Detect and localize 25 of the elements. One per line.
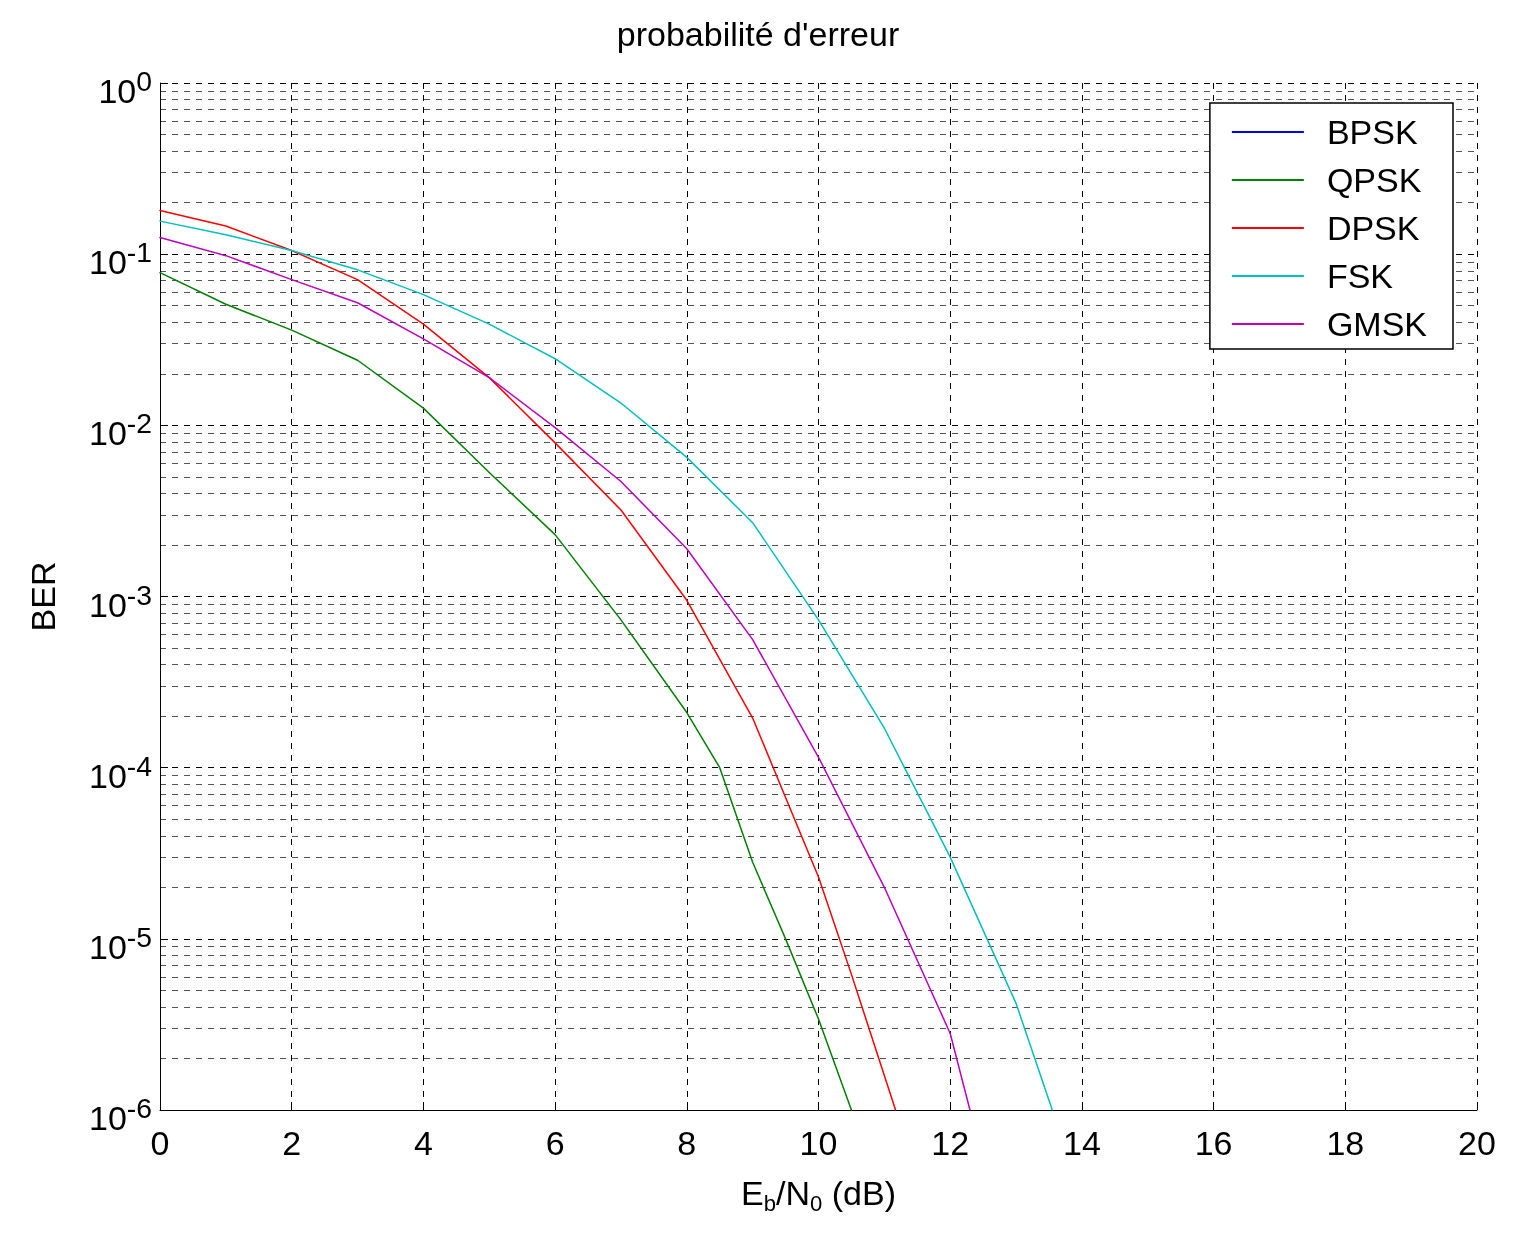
x-tick-label: 16 xyxy=(1194,1124,1233,1162)
y-axis-title: BER xyxy=(24,561,62,632)
legend-label: BPSK xyxy=(1326,113,1418,151)
x-tick-label: 4 xyxy=(413,1124,433,1162)
y-tick-label: 10$^{-3}$ xyxy=(88,577,152,625)
legend-label: QPSK xyxy=(1326,161,1422,199)
legend-label: FSK xyxy=(1326,257,1394,295)
y-tick-label: 10$^{-5}$ xyxy=(88,919,152,968)
x-tick-label: 20 xyxy=(1458,1124,1496,1162)
chart-title: probabilité d'erreur xyxy=(616,15,900,53)
x-tick-label: 8 xyxy=(677,1124,697,1162)
y-tick-label: 10$^{-2}$ xyxy=(88,406,152,454)
x-tick-label: 10 xyxy=(799,1124,838,1162)
x-tick-label: 14 xyxy=(1062,1124,1101,1162)
x-tick-label: 18 xyxy=(1326,1124,1365,1162)
legend-label: DPSK xyxy=(1326,209,1420,247)
y-tick-label: 10$^{-1}$ xyxy=(88,235,152,283)
y-tick-label: 10$^{0}$ xyxy=(98,64,152,112)
y-tick-label: 10$^{-6}$ xyxy=(88,1091,152,1138)
legend-label: GMSK xyxy=(1326,305,1428,343)
x-tick-label: 12 xyxy=(931,1124,970,1162)
x-tick-label: 2 xyxy=(282,1124,302,1162)
x-tick-label: 0 xyxy=(150,1124,170,1162)
y-tick-label: 10$^{-4}$ xyxy=(88,748,152,796)
x-tick-label: 6 xyxy=(545,1124,565,1162)
